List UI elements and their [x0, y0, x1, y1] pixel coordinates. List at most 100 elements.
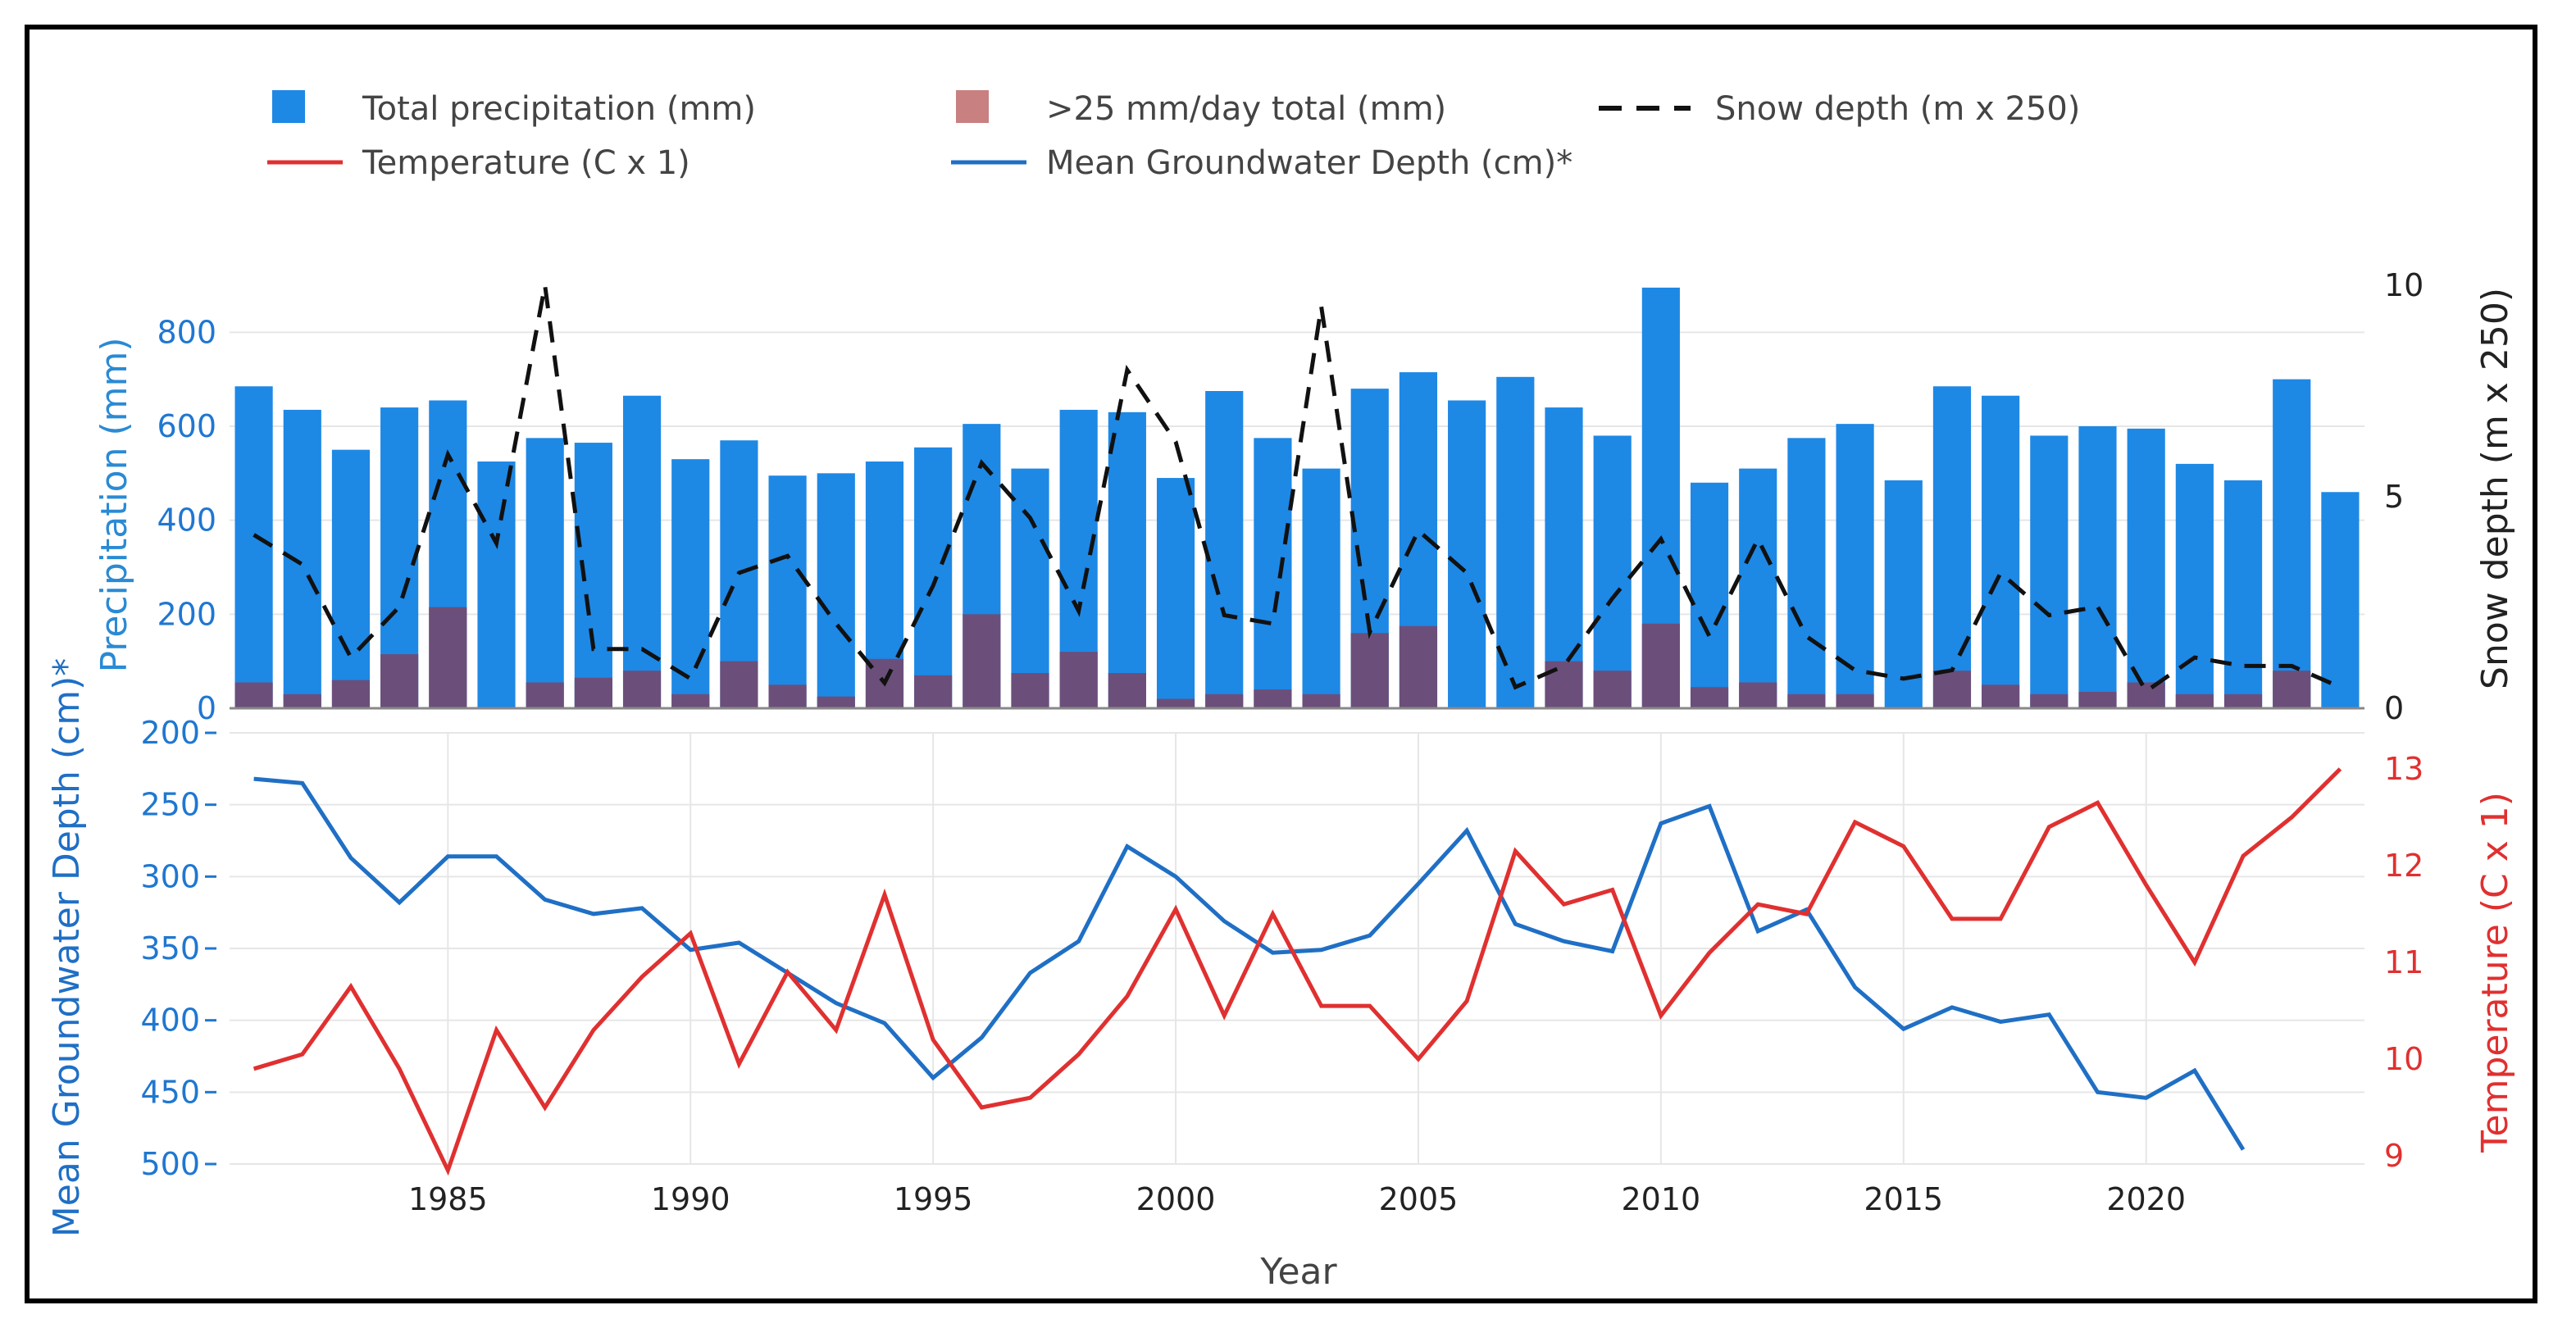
- groundwater-axis-title: Mean Groundwater Depth (cm)*: [46, 658, 88, 1237]
- bar-total-precipitation: [574, 443, 612, 708]
- bar-total-precipitation: [477, 462, 516, 708]
- bar-heavy-precipitation: [2127, 682, 2165, 708]
- bar-heavy-precipitation: [283, 694, 321, 708]
- snow-depth-line: [253, 284, 2342, 694]
- bar-total-precipitation: [331, 449, 371, 708]
- bar-heavy-precipitation: [331, 680, 371, 708]
- bar-total-precipitation: [1690, 482, 1729, 708]
- bar-total-precipitation: [2175, 463, 2214, 708]
- bar-heavy-precipitation: [1836, 694, 1874, 708]
- bar-total-precipitation: [622, 395, 662, 708]
- bar-heavy-precipitation: [1545, 661, 1583, 708]
- bar-total-precipitation: [1739, 468, 1777, 708]
- bar-heavy-precipitation: [1787, 694, 1826, 708]
- bar-total-precipitation: [1011, 468, 1049, 708]
- bar-heavy-precipitation: [2223, 694, 2263, 708]
- precip-tick-label: 0: [197, 690, 216, 726]
- legend: Total precipitation (mm) >25 mm/day total…: [267, 90, 2080, 182]
- bar-total-precipitation: [1982, 395, 2020, 708]
- groundwater-tick-label: 450: [140, 1074, 200, 1110]
- temperature-axis-title: Temperature (C x 1): [2474, 792, 2516, 1153]
- year-tick-label: 1990: [651, 1181, 730, 1217]
- bar-heavy-precipitation: [1059, 652, 1098, 708]
- year-tick-label: 1985: [408, 1181, 488, 1217]
- bar-heavy-precipitation: [2078, 691, 2117, 708]
- bar-heavy-precipitation: [1399, 625, 1438, 708]
- groundwater-tick-label: 400: [140, 1003, 200, 1039]
- groundwater-tick-label: 200: [140, 715, 200, 751]
- bar-heavy-precipitation: [1254, 689, 1292, 708]
- year-tick-label: 2000: [1136, 1181, 1216, 1217]
- bar-heavy-precipitation: [2273, 671, 2311, 708]
- groundwater-tick-label: 250: [140, 787, 200, 823]
- bar-heavy-precipitation: [914, 675, 953, 708]
- bar-total-precipitation: [526, 438, 564, 708]
- bar-total-precipitation: [1205, 391, 1244, 708]
- bar-heavy-precipitation: [1690, 687, 1729, 708]
- bar-heavy-precipitation: [622, 671, 662, 708]
- bar-total-precipitation: [1156, 478, 1195, 708]
- bar-heavy-precipitation: [963, 614, 1001, 708]
- bar-total-precipitation: [2223, 480, 2263, 708]
- bars-layer: [230, 287, 2364, 710]
- chart-frame: 0 200 400 600 800 0 5 10 200 250 300 350 400 450 500 9 1…: [25, 25, 2537, 1303]
- bar-total-precipitation: [2078, 426, 2117, 708]
- bar-heavy-precipitation: [1982, 684, 2020, 708]
- bar-total-precipitation: [1932, 386, 1972, 708]
- bar-total-precipitation: [1884, 480, 1923, 708]
- bar-total-precipitation: [1836, 424, 1874, 708]
- temperature-tick-label: 11: [2384, 944, 2424, 980]
- bar-heavy-precipitation: [1108, 673, 1146, 708]
- legend-swatch-0: [272, 90, 305, 123]
- bar-heavy-precipitation: [1011, 673, 1049, 708]
- year-tick-label: 2020: [2106, 1181, 2186, 1217]
- bar-heavy-precipitation: [1302, 694, 1340, 708]
- temperature-tick-label: 12: [2384, 848, 2424, 884]
- bar-heavy-precipitation: [2030, 694, 2069, 708]
- bar-heavy-precipitation: [1350, 633, 1389, 708]
- bar-heavy-precipitation: [768, 684, 807, 708]
- bar-total-precipitation: [671, 459, 710, 708]
- legend-label-0: Total precipitation (mm): [362, 90, 756, 128]
- bar-total-precipitation: [2273, 379, 2311, 708]
- temperature-tick-label: 13: [2384, 751, 2424, 787]
- bar-heavy-precipitation: [574, 677, 612, 708]
- bar-total-precipitation: [1787, 438, 1826, 708]
- bar-heavy-precipitation: [380, 654, 419, 708]
- year-tick-label: 2015: [1864, 1181, 1943, 1217]
- groundwater-tick-label: 500: [140, 1146, 200, 1182]
- bar-heavy-precipitation: [1641, 623, 1680, 708]
- lines-layer: [253, 284, 2342, 1176]
- year-tick-label: 2005: [1379, 1181, 1459, 1217]
- temperature-tick-label: 10: [2384, 1041, 2424, 1077]
- temperature-line: [253, 767, 2342, 1176]
- snow-tick-label: 5: [2384, 479, 2404, 515]
- bar-heavy-precipitation: [1932, 671, 1972, 708]
- bar-total-precipitation: [1302, 468, 1340, 708]
- bar-total-precipitation: [283, 409, 321, 708]
- bar-total-precipitation: [1108, 412, 1146, 708]
- x-axis-title: Year: [1259, 1251, 1337, 1293]
- precip-axis-title: Precipitation (mm): [93, 337, 135, 672]
- legend-swatch-1: [956, 90, 989, 123]
- bar-heavy-precipitation: [526, 682, 564, 708]
- groundwater-tick-label: 300: [140, 858, 200, 894]
- bar-heavy-precipitation: [1593, 671, 1632, 708]
- snow-axis-title: Snow depth (m x 250): [2474, 288, 2516, 689]
- bar-heavy-precipitation: [671, 694, 710, 708]
- year-tick-label: 1995: [894, 1181, 973, 1217]
- legend-label-3: Temperature (C x 1): [362, 144, 690, 182]
- bar-heavy-precipitation: [1205, 694, 1244, 708]
- legend-label-2: Snow depth (m x 250): [1715, 90, 2080, 128]
- bar-heavy-precipitation: [1156, 698, 1195, 708]
- snow-tick-label: 0: [2384, 690, 2404, 726]
- bar-heavy-precipitation: [2175, 694, 2214, 708]
- precip-tick-label: 400: [157, 503, 216, 539]
- bar-total-precipitation: [1448, 400, 1486, 708]
- bar-heavy-precipitation: [817, 696, 855, 708]
- year-tick-label: 2010: [1622, 1181, 1701, 1217]
- bar-total-precipitation: [1254, 438, 1292, 708]
- bar-total-precipitation: [817, 473, 855, 708]
